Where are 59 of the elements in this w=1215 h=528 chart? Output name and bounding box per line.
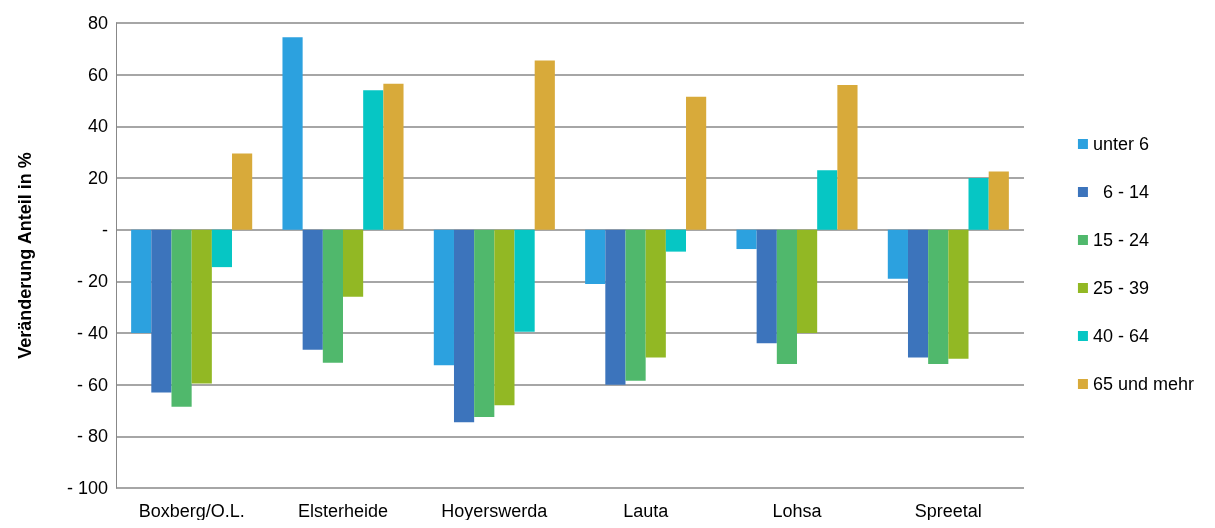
bar — [534, 60, 555, 230]
x-tick-label: Lauta — [623, 501, 670, 521]
bar — [776, 229, 797, 364]
bar — [282, 37, 303, 230]
bar — [474, 229, 495, 417]
bar — [837, 85, 858, 230]
bar — [453, 229, 475, 423]
legend-label: 15 - 24 — [1092, 230, 1149, 250]
bar — [907, 229, 929, 358]
bar — [968, 178, 989, 230]
bar — [756, 229, 777, 344]
bar — [686, 96, 707, 230]
x-tick-label: Spreetal — [914, 501, 982, 521]
y-tick-label: - 20 — [76, 271, 108, 292]
bar — [322, 229, 343, 363]
legend-label: 40 - 64 — [1092, 326, 1149, 346]
bar — [363, 90, 384, 230]
bar — [988, 171, 1009, 230]
bar — [191, 229, 212, 384]
x-tick-label: Lohsa — [772, 501, 823, 521]
y-tick-label: 80 — [87, 13, 108, 33]
bar — [302, 229, 323, 350]
bar — [817, 170, 838, 230]
y-axis-title: Veränderung Anteil in % — [15, 152, 35, 359]
bar — [514, 229, 535, 332]
x-tick-label: Elsterheide — [297, 501, 389, 521]
y-tick-label: - 100 — [66, 478, 108, 498]
bar — [211, 229, 233, 268]
bar — [645, 229, 666, 358]
legend-label: 6 - 14 — [1092, 182, 1149, 202]
bar — [343, 229, 364, 297]
bar — [736, 229, 757, 250]
y-tick-label: - 80 — [76, 426, 108, 447]
bar — [797, 229, 818, 333]
bar — [948, 229, 969, 359]
y-tick-label: 40 — [87, 116, 108, 137]
bar — [494, 229, 515, 406]
bar — [928, 229, 949, 364]
x-tick-label: Hoyerswerda — [441, 501, 549, 521]
legend-label: unter 6 — [1092, 134, 1149, 154]
bar — [625, 229, 646, 381]
y-tick-label: - 60 — [76, 374, 108, 395]
legend-label: 65 und mehr — [1092, 374, 1195, 394]
legend-label: 25 - 39 — [1092, 278, 1149, 298]
y-tick-label: - 40 — [76, 323, 108, 343]
bar — [232, 153, 253, 230]
y-tick-label: 20 — [87, 168, 108, 188]
x-tick-label: Boxberg/O.L. — [138, 501, 245, 521]
bar — [605, 229, 626, 385]
bar — [151, 229, 172, 393]
bar — [433, 229, 454, 366]
bar — [887, 229, 908, 279]
bar — [585, 229, 606, 284]
bar — [171, 229, 192, 407]
bar — [131, 229, 152, 333]
y-tick-label: 60 — [87, 64, 108, 85]
bar — [383, 83, 404, 230]
y-tick-label: - — [102, 219, 108, 240]
bar — [665, 229, 687, 252]
